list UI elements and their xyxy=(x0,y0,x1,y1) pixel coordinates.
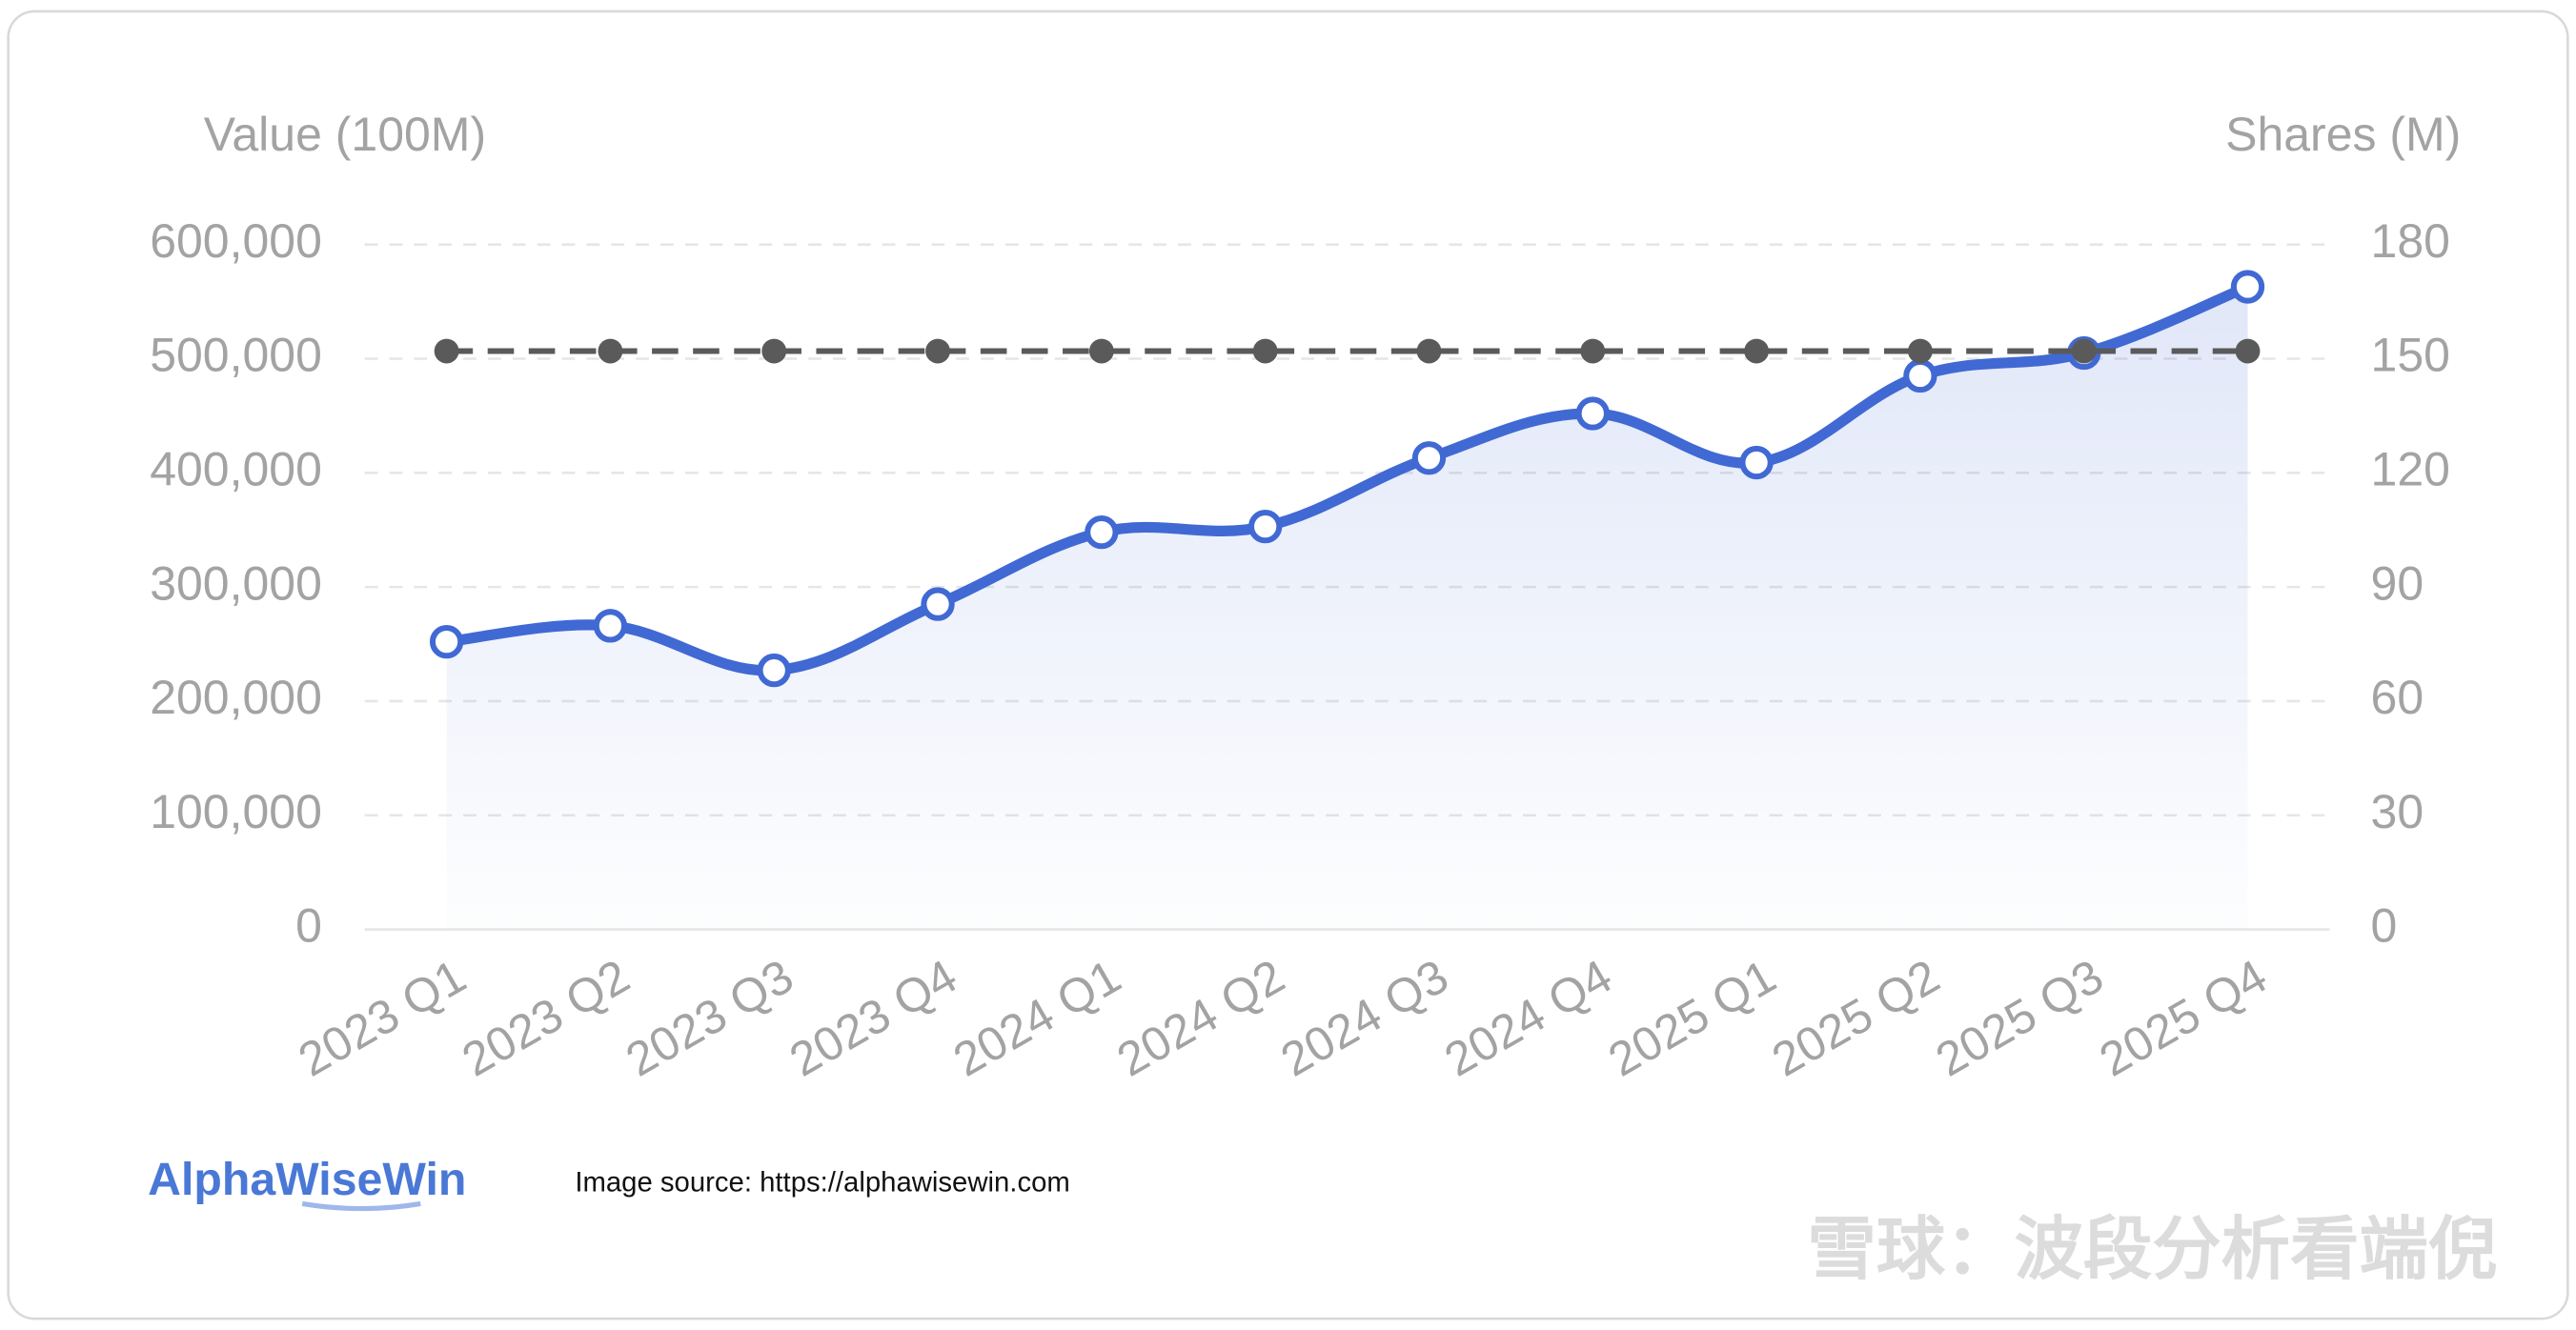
series-point xyxy=(1903,358,1937,393)
y-axis-title: Value (100M) xyxy=(204,108,486,161)
series-point xyxy=(434,338,459,364)
series-point xyxy=(598,338,623,364)
source-note: Image source: https://alphawisewin.com xyxy=(575,1166,1069,1198)
series-point xyxy=(1411,441,1447,475)
y-tick-label: 200,000 xyxy=(150,671,322,724)
y-tick-label: 500,000 xyxy=(150,329,322,382)
y2-tick-label: 180 xyxy=(2371,214,2450,268)
series-point xyxy=(1252,338,1278,364)
series-point xyxy=(2235,338,2261,364)
series-point xyxy=(1907,338,1933,364)
series-point xyxy=(921,587,955,621)
y-tick-label: 600,000 xyxy=(150,214,322,268)
series-point xyxy=(1088,338,1114,364)
y2-tick-label: 60 xyxy=(2371,671,2424,724)
series-area xyxy=(446,287,2248,930)
y-tick-label: 100,000 xyxy=(150,785,322,838)
series-point xyxy=(757,653,791,688)
series-point xyxy=(2071,338,2097,364)
series-point xyxy=(1575,396,1610,431)
logo: AlphaWiseWin xyxy=(148,1154,466,1205)
y2-tick-label: 0 xyxy=(2371,899,2398,953)
series-point xyxy=(2230,270,2265,304)
y2-tick-label: 120 xyxy=(2371,443,2450,496)
y-tick-label: 0 xyxy=(295,899,322,953)
y-tick-label: 400,000 xyxy=(150,443,322,496)
logo-underline xyxy=(301,1200,421,1212)
series-point xyxy=(593,609,628,643)
series-point xyxy=(1416,338,1442,364)
series-point xyxy=(1580,338,1606,364)
series-point xyxy=(1744,338,1770,364)
y2-axis-title: Shares (M) xyxy=(2225,108,2461,161)
series-point xyxy=(1739,445,1774,480)
series-point xyxy=(925,338,950,364)
series-point xyxy=(1247,509,1283,544)
y2-tick-label: 30 xyxy=(2371,785,2424,838)
y2-tick-label: 90 xyxy=(2371,556,2424,610)
series-point xyxy=(429,624,464,659)
series-point xyxy=(1085,514,1119,550)
y2-tick-label: 150 xyxy=(2371,329,2450,382)
watermark: 雪球：波段分析看端倪 xyxy=(1807,1211,2497,1288)
series-point xyxy=(761,338,787,364)
y-tick-label: 300,000 xyxy=(150,556,322,610)
